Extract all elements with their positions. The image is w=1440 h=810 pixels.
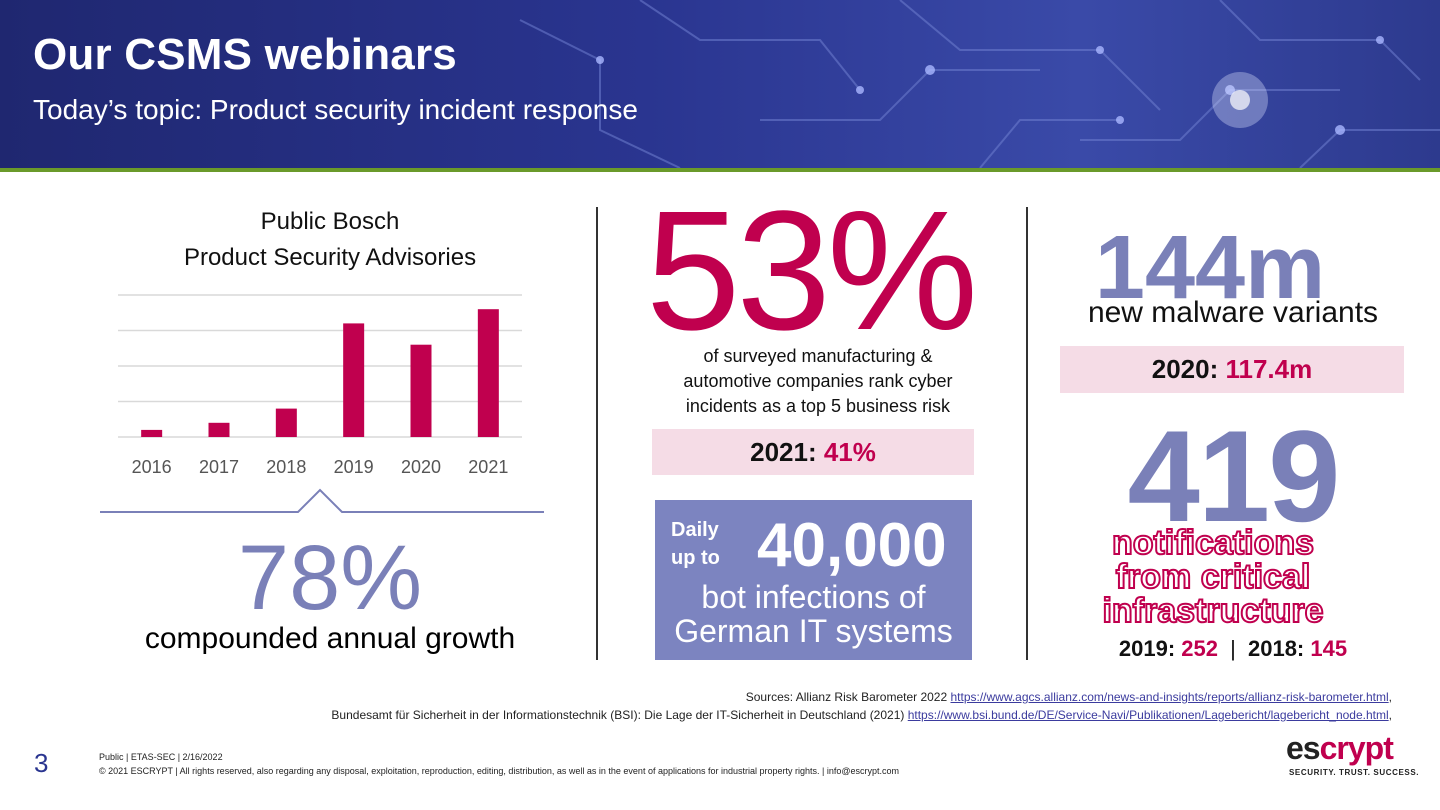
page-subtitle: Today’s topic: Product security incident… — [33, 94, 638, 125]
column-divider-left — [596, 207, 598, 660]
malware-count: 144m — [1094, 218, 1326, 318]
bot-caption-line2: German IT systems — [674, 613, 953, 649]
source-line-2: Bundesamt für Sicherheit in der Informat… — [192, 706, 1392, 724]
year-2018-value: 145 — [1310, 636, 1348, 661]
malware-previous-year-box: 2020: 117.4m — [1060, 346, 1404, 393]
chart-bar-2018 — [275, 408, 297, 437]
chart-tick-label-2020: 2020 — [401, 457, 441, 477]
risk-previous-year-value: 41% — [823, 437, 876, 467]
source-1-text: Sources: Allianz Risk Barometer 2022 — [745, 690, 951, 704]
chart-tick-label-2016: 2016 — [132, 457, 172, 477]
bot-daily-line1: Daily — [671, 519, 719, 541]
risk-description-line1: of surveyed manufacturing & — [703, 346, 933, 366]
circuit-background-graphic — [519, 0, 1440, 168]
history-separator: | — [1230, 636, 1236, 661]
risk-description: of surveyed manufacturing & automotive c… — [640, 344, 996, 419]
logo-part2: crypt — [1319, 730, 1394, 766]
year-2019-value: 252 — [1181, 636, 1219, 661]
chart-title: Public Bosch Product Security Advisories — [120, 204, 540, 276]
bot-daily-label: Daily up to — [671, 516, 720, 572]
notifications-caption-line1: notifications — [1111, 524, 1315, 562]
chart-tick-label-2017: 2017 — [199, 457, 239, 477]
malware-caption: new malware variants — [1087, 296, 1379, 329]
logo-tagline: SECURITY. TRUST. SUCCESS. — [1289, 768, 1420, 777]
bot-daily-line2: up to — [671, 547, 720, 569]
chart-bar-2019 — [343, 323, 365, 437]
notifications-count: 419 — [1127, 403, 1341, 549]
source-1-end: , — [1388, 690, 1392, 704]
growth-caption: compounded annual growth — [144, 622, 516, 655]
growth-percentage: 78% — [237, 527, 423, 629]
footer-classification: Public | ETAS-SEC | 2/16/2022 — [99, 752, 223, 762]
chart-callout-pointer — [100, 488, 544, 513]
bot-infections-box: Daily up to 40,000 bot infections of Ger… — [655, 500, 972, 660]
source-line-1: Sources: Allianz Risk Barometer 2022 htt… — [192, 688, 1392, 706]
risk-percentage: 53% — [645, 176, 978, 366]
chart-tick-label-2021: 2021 — [468, 457, 508, 477]
column-divider-right — [1026, 207, 1028, 660]
chart-tick-label-2018: 2018 — [266, 457, 306, 477]
page-number: 3 — [34, 748, 49, 778]
source-2-link[interactable]: https://www.bsi.bund.de/DE/Service-Navi/… — [907, 708, 1389, 722]
source-1-link[interactable]: https://www.agcs.allianz.com/news-and-in… — [950, 690, 1389, 704]
chart-title-line2: Product Security Advisories — [183, 244, 477, 271]
header-divider — [0, 168, 1440, 172]
logo-part1: es — [1286, 730, 1321, 766]
chart-bar-2016 — [141, 429, 163, 437]
notifications-caption-line2: from critical — [1115, 558, 1312, 596]
malware-previous-year-value: 117.4m — [1225, 354, 1313, 384]
risk-previous-year-box: 2021: 41% — [652, 429, 974, 475]
advisories-bar-chart: 2016 2017 2018 2019 2020 2021 — [118, 294, 522, 477]
notifications-caption-line3: infrastructure — [1101, 592, 1324, 630]
chart-bar-2017 — [208, 422, 230, 437]
year-2018-label: 2018: — [1247, 636, 1305, 661]
header-banner: Our CSMS webinars Today’s topic: Product… — [0, 0, 1440, 168]
source-2-text: Bundesamt für Sicherheit in der Informat… — [331, 708, 908, 722]
notifications-history: 2019: 252 | 2018: 145 — [1060, 636, 1406, 662]
bot-infections-number: 40,000 — [757, 511, 947, 580]
escrypt-logo: escrypt — [1286, 730, 1394, 767]
year-2019-label: 2019: — [1118, 636, 1176, 661]
chart-bar-2021 — [477, 309, 499, 437]
notifications-caption: notifications from critical infrastructu… — [1060, 524, 1366, 630]
sources-block: Sources: Allianz Risk Barometer 2022 htt… — [192, 688, 1392, 724]
chart-title-line1: Public Bosch — [260, 208, 400, 235]
chart-tick-label-2019: 2019 — [334, 457, 374, 477]
chart-bar-2020 — [410, 344, 432, 437]
malware-previous-year-label: 2020: — [1151, 354, 1219, 384]
bot-infections-caption: bot infections of German IT systems — [655, 580, 972, 648]
source-2-end: , — [1388, 708, 1392, 722]
footer-copyright: © 2021 ESCRYPT | All rights reserved, al… — [99, 766, 900, 776]
page-title: Our CSMS webinars — [33, 30, 457, 79]
risk-description-line2: automotive companies rank cyber — [683, 371, 953, 391]
bot-caption-line1: bot infections of — [701, 579, 926, 615]
risk-previous-year-label: 2021: — [750, 437, 817, 467]
risk-description-line3: incidents as a top 5 business risk — [685, 396, 951, 416]
